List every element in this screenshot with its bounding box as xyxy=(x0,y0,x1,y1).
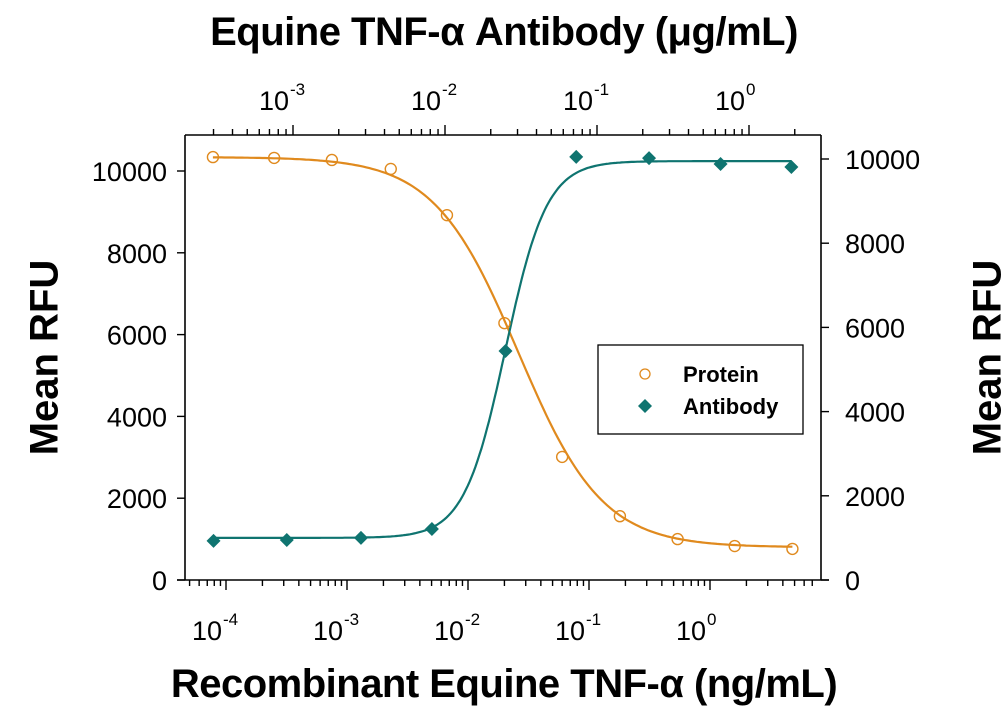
top-tick-label: 10 -3 xyxy=(259,80,305,116)
svg-text:-4: -4 xyxy=(223,610,238,629)
svg-text:10: 10 xyxy=(192,616,222,646)
antibody-data-point xyxy=(206,533,221,548)
protein-data-point xyxy=(555,450,569,464)
svg-text:10: 10 xyxy=(411,86,441,116)
svg-text:-3: -3 xyxy=(290,80,305,99)
left-tick-label: 0 xyxy=(152,566,167,596)
svg-text:-2: -2 xyxy=(442,80,457,99)
antibody-data-point xyxy=(279,533,294,548)
svg-text:10: 10 xyxy=(563,86,593,116)
top-axis-title: Equine TNF-α Antibody (μg/mL) xyxy=(210,10,798,54)
legend-diamond-icon xyxy=(638,399,652,413)
left-tick-label: 8000 xyxy=(107,239,167,269)
antibody-fit-curve xyxy=(213,160,792,539)
legend-label: Antibody xyxy=(683,394,779,419)
svg-text:10: 10 xyxy=(715,86,745,116)
protein-data-point xyxy=(613,509,627,523)
legend-box xyxy=(597,344,804,435)
antibody-data-point xyxy=(713,157,728,172)
protein-data-point xyxy=(498,316,511,330)
svg-text:10: 10 xyxy=(259,86,289,116)
protein-data-point xyxy=(325,153,339,167)
protein-data-point xyxy=(786,542,799,556)
protein-data-point xyxy=(671,532,684,546)
antibody-data-point xyxy=(424,522,439,537)
right-tick-label: 2000 xyxy=(845,482,905,512)
protein-data-point xyxy=(206,150,220,164)
right-tick-label: 0 xyxy=(845,566,860,596)
bottom-tick-label: 10 -1 xyxy=(555,610,601,646)
bottom-tick-label: 10 -3 xyxy=(313,610,359,646)
svg-text:10: 10 xyxy=(313,616,343,646)
right-tick-label: 8000 xyxy=(845,229,905,259)
top-tick-label: 10 -1 xyxy=(563,80,609,116)
legend-circle-icon xyxy=(639,368,651,380)
top-tick-label: 10 0 xyxy=(715,80,756,116)
svg-text:10: 10 xyxy=(434,616,464,646)
protein-data-point xyxy=(440,208,454,222)
svg-text:-2: -2 xyxy=(465,610,480,629)
ticks xyxy=(177,125,829,590)
bottom-axis-title: Recombinant Equine TNF-α (ng/mL) xyxy=(170,662,838,706)
protein-data-point xyxy=(384,162,397,176)
antibody-data-point xyxy=(353,530,368,545)
left-tick-label: 10000 xyxy=(92,157,167,187)
protein-data-point xyxy=(267,151,281,165)
legend-label: Protein xyxy=(683,362,759,387)
bottom-tick-label: 10 -2 xyxy=(434,610,480,646)
legend: Protein Antibody xyxy=(597,344,804,435)
antibody-data-point xyxy=(642,151,657,166)
left-tick-label: 4000 xyxy=(107,402,167,432)
left-tick-label: 2000 xyxy=(107,484,167,514)
top-tick-label: 10 -2 xyxy=(411,80,457,116)
antibody-data-point xyxy=(569,149,584,164)
svg-text:-1: -1 xyxy=(594,80,609,99)
right-tick-label: 10000 xyxy=(845,145,920,175)
protein-data-point xyxy=(728,539,741,553)
svg-text:10: 10 xyxy=(676,616,706,646)
svg-text:0: 0 xyxy=(707,610,716,629)
svg-text:-3: -3 xyxy=(344,610,359,629)
svg-text:-1: -1 xyxy=(586,610,601,629)
right-tick-label: 4000 xyxy=(845,398,905,428)
svg-text:10: 10 xyxy=(555,616,585,646)
protein-fit-curve xyxy=(212,156,793,548)
antibody-data-point xyxy=(498,343,513,358)
svg-text:0: 0 xyxy=(746,80,755,99)
left-tick-label: 6000 xyxy=(107,321,167,351)
bottom-tick-label: 10 -4 xyxy=(192,610,238,646)
bottom-tick-label: 10 0 xyxy=(676,610,717,646)
right-tick-label: 6000 xyxy=(845,313,905,343)
antibody-data-point xyxy=(784,159,799,174)
